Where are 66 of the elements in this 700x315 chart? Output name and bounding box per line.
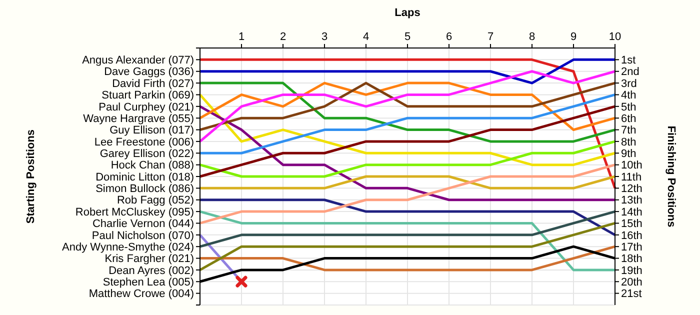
category-label: Stephen Lea (005) [102,276,194,288]
y-tick-label: 9th [621,148,636,160]
y-tick-label: 6th [621,112,636,125]
y-tick-label: 21st [621,288,642,300]
category-label: Dave Gaggs (036) [104,66,194,78]
y-tick-label: 18th [621,253,642,266]
y-tick-label: 10th [621,160,642,172]
category-label: Simon Bullock (086) [96,183,194,196]
category-label: David Firth (027) [112,78,194,90]
line-series [198,164,616,224]
category-label: Wayne Hargrave (055) [83,112,194,125]
category-label: Kris Fargher (021) [104,253,194,266]
category-label: Dominic Litton (018) [96,171,194,184]
y-tick-label: 4th [621,90,636,102]
x-tick-label: 10 [608,31,622,43]
x-tick-label: 7 [487,31,494,43]
x-tick-label: 4 [362,31,370,43]
line-series [198,222,616,272]
line-series [198,140,616,178]
line-series [198,93,616,154]
category-label: Matthew Crowe (004) [88,288,194,300]
category-label: Lee Freestone (006) [94,136,194,148]
category-label: Andy Wynne-Smythe (024) [62,241,194,254]
y-tick-label: 5th [621,101,636,114]
y-tick-label: 13th [621,194,642,207]
category-label: Hock Chan (088) [110,160,194,172]
category-label: Charlie Vernon (044) [92,218,194,230]
y-tick-label: 19th [621,264,642,277]
x-tick-label: 3 [321,31,328,43]
y-tick-label: 14th [621,206,642,218]
category-label: Angus Alexander (077) [82,54,194,67]
x-axis-title: Laps [394,7,420,19]
text: Starting Positions [25,129,37,224]
category-label: Robert McCluskey (095) [75,206,194,218]
line-series [198,70,616,143]
y-tick-label: 20th [621,276,642,288]
line-series [198,210,616,248]
x-tick-label: 5 [404,31,411,43]
y-tick-label: 16th [621,230,642,242]
y-tick-label: 8th [621,136,636,148]
y-tick-label: 3rd [621,78,637,90]
category-label: Guy Ellison (017) [110,124,194,137]
line-series [198,105,616,202]
y-tick-label: 12th [621,183,642,196]
line-series [198,82,616,132]
category-label: Garey Ellison (022) [100,148,194,160]
category-label: Paul Curphey (021) [98,101,194,114]
y-tick-label: 1st [621,54,636,67]
y-tick-label: 11th [621,171,642,184]
y-tick-label: 17th [621,241,642,254]
y-tick-label: 15th [621,218,642,230]
y-tick-label: 2nd [621,66,640,78]
category-label: Paul Nicholson (070) [92,230,194,242]
y-tick-label: 7th [621,124,636,137]
x-tick-label: 9 [570,31,577,43]
x-tick-label: 8 [528,31,536,43]
line-series [198,82,616,143]
y2-axis-title: Finishing Positions [665,126,677,228]
x-tick-label: 2 [280,31,286,43]
category-label: Stuart Parkin (069) [102,90,194,102]
x-tick-label: 6 [446,31,452,43]
category-label: Rob Fagg (052) [116,194,194,207]
x-tick-label: 1 [238,31,245,43]
line-series [198,93,616,166]
category-label: Dean Ayres (002) [108,264,194,277]
line-series [198,105,616,178]
